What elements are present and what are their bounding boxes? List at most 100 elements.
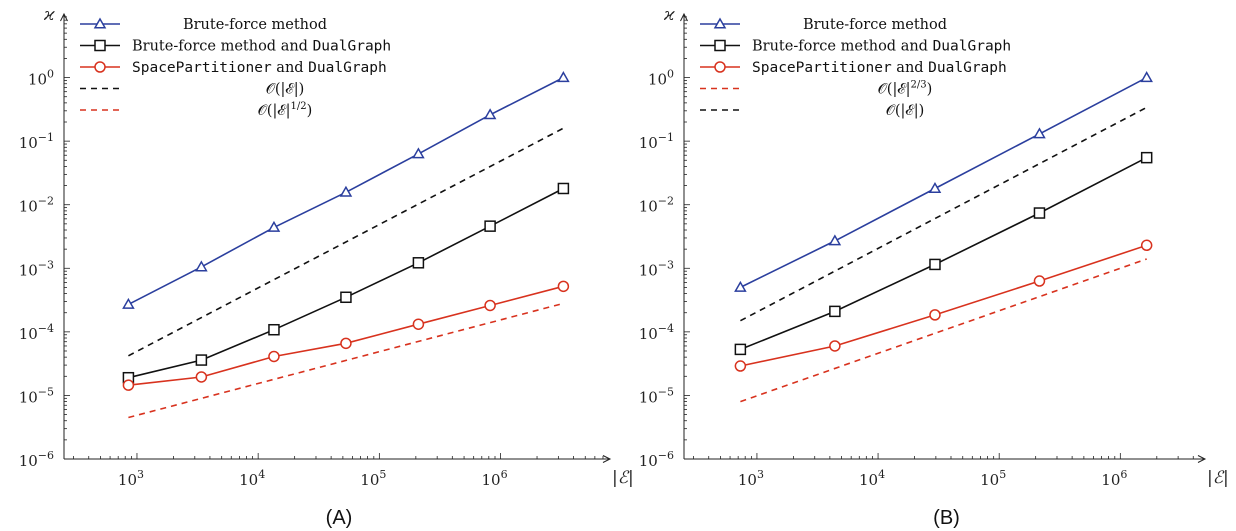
legend-entry-part: and bbox=[892, 60, 928, 76]
data-point bbox=[1140, 71, 1153, 83]
y-tick-label-exp: −1 bbox=[38, 131, 54, 144]
x-tick-label-base: 10 bbox=[1101, 471, 1120, 489]
legend-entry-part: SpacePartitioner bbox=[132, 60, 272, 76]
y-tick-label: 10−3 bbox=[639, 258, 674, 279]
legend-entry-part: Brute-force method bbox=[803, 17, 947, 33]
legend-entry-part: Brute-force method and bbox=[132, 39, 313, 55]
y-tick-label: 10−5 bbox=[19, 385, 54, 406]
data-point bbox=[929, 309, 941, 321]
data-point bbox=[1033, 275, 1046, 287]
y-axis-label: ϰ bbox=[43, 5, 55, 25]
legend-entry-label: 𝒪(|ℰ|1/2) bbox=[258, 101, 313, 119]
legend-entry-part: 𝒪(|ℰ| bbox=[878, 82, 911, 98]
x-axis-arrow bbox=[1197, 455, 1207, 463]
x-tick-label-exp: 5 bbox=[999, 468, 1006, 481]
legend-entry-part: and bbox=[272, 60, 308, 76]
data-point bbox=[829, 305, 841, 318]
y-tick-label-base: 10 bbox=[639, 452, 658, 470]
y-axis-arrow bbox=[60, 12, 68, 22]
legend: Brute-force method Brute-force method and… bbox=[700, 17, 1011, 119]
legend-entry-part: 1/2 bbox=[291, 101, 307, 112]
x-tick-label-base: 10 bbox=[980, 471, 999, 489]
x-tick-label: 105 bbox=[980, 468, 1006, 489]
data-point bbox=[1140, 239, 1153, 252]
legend-entry-label: 𝒪(|ℰ|) bbox=[266, 82, 305, 98]
y-tick-label-exp: −3 bbox=[658, 258, 674, 271]
legend-entry-part: Brute-force method and bbox=[752, 39, 933, 55]
y-tick-label: 10−1 bbox=[639, 131, 674, 152]
series-3 bbox=[740, 258, 1147, 403]
data-point bbox=[484, 299, 496, 312]
legend-marker bbox=[714, 39, 726, 52]
legend-entry-part: 2/3 bbox=[911, 80, 927, 91]
y-tick-label: 10−3 bbox=[19, 258, 54, 279]
y-tick-label-exp: 0 bbox=[47, 68, 54, 81]
series-line bbox=[128, 187, 564, 379]
y-tick-label: 10−4 bbox=[19, 322, 54, 343]
data-point bbox=[1033, 127, 1046, 139]
series-0 bbox=[122, 71, 570, 309]
y-tick-label-exp: 0 bbox=[667, 68, 674, 81]
data-point bbox=[484, 220, 496, 232]
x-tick-label-base: 10 bbox=[738, 471, 757, 489]
panel-label: (B) bbox=[933, 507, 960, 529]
y-tick-label-base: 10 bbox=[28, 71, 47, 89]
y-tick-label: 100 bbox=[28, 68, 54, 89]
panel-label: (A) bbox=[326, 507, 353, 529]
y-tick-label-exp: −2 bbox=[658, 195, 674, 208]
data-point bbox=[734, 343, 747, 356]
y-tick-label-base: 10 bbox=[639, 388, 658, 406]
x-tick-label: 106 bbox=[482, 468, 508, 489]
y-axis-label: ϰ bbox=[663, 5, 675, 25]
x-tick-label-exp: 3 bbox=[757, 468, 764, 481]
legend-entry-label: Brute-force method bbox=[183, 17, 327, 33]
legend-entry-label: SpacePartitioner and DualGraph bbox=[752, 60, 1007, 76]
y-tick-label-exp: −6 bbox=[658, 449, 674, 462]
data-point bbox=[340, 291, 352, 304]
x-tick-label: 105 bbox=[360, 468, 386, 489]
legend-entry-part: 𝒪(|ℰ|) bbox=[266, 82, 305, 98]
chart-panel-b: 103 104 105 10610−610−510−410−310−210−1100|… bbox=[639, 5, 1229, 529]
legend-entry-label: Brute-force method bbox=[803, 17, 947, 33]
legend-marker bbox=[94, 61, 106, 73]
legend-entry-label: SpacePartitioner and DualGraph bbox=[132, 60, 387, 76]
x-tick-label-base: 10 bbox=[859, 471, 878, 489]
y-tick-label-base: 10 bbox=[19, 261, 38, 279]
data-point bbox=[195, 260, 208, 272]
series-line bbox=[128, 302, 564, 419]
data-point bbox=[1033, 207, 1046, 219]
legend-entry-part: 𝒪(|ℰ| bbox=[258, 103, 291, 119]
x-tick-label: 104 bbox=[239, 468, 265, 489]
y-tick-label-base: 10 bbox=[639, 261, 658, 279]
y-tick-label-exp: −1 bbox=[658, 131, 674, 144]
y-tick-label: 10−1 bbox=[19, 131, 54, 152]
x-tick-label-exp: 6 bbox=[1120, 468, 1127, 481]
data-point bbox=[557, 71, 570, 83]
x-tick-label: 103 bbox=[118, 468, 144, 489]
legend-entry-part: ) bbox=[927, 82, 933, 98]
data-point bbox=[195, 354, 208, 366]
x-tick-label: 103 bbox=[738, 468, 764, 489]
series-line bbox=[740, 258, 1147, 403]
data-point bbox=[412, 257, 425, 269]
legend-entry-part: ) bbox=[307, 103, 313, 119]
series-1 bbox=[122, 182, 570, 384]
data-point bbox=[122, 379, 135, 391]
x-tick-label-exp: 4 bbox=[878, 468, 885, 481]
y-tick-label: 10−6 bbox=[639, 449, 674, 470]
data-point bbox=[339, 185, 353, 197]
y-tick-label-base: 10 bbox=[19, 198, 38, 216]
y-tick-label: 10−4 bbox=[639, 322, 674, 343]
legend-entry-part: Brute-force method bbox=[183, 17, 327, 33]
legend-entry-part: 𝒪(|ℰ|) bbox=[886, 103, 925, 119]
data-point bbox=[412, 318, 425, 330]
x-tick-label-base: 10 bbox=[118, 471, 137, 489]
y-tick-label-base: 10 bbox=[648, 71, 667, 89]
x-tick-label-exp: 5 bbox=[379, 468, 386, 481]
y-tick-label: 10−5 bbox=[639, 385, 674, 406]
y-tick-label-exp: −5 bbox=[38, 385, 54, 398]
data-point bbox=[734, 360, 747, 372]
x-axis-label: |ℰ| bbox=[1207, 468, 1229, 488]
legend-entry-part: DualGraph bbox=[313, 39, 392, 55]
data-point bbox=[829, 340, 841, 352]
